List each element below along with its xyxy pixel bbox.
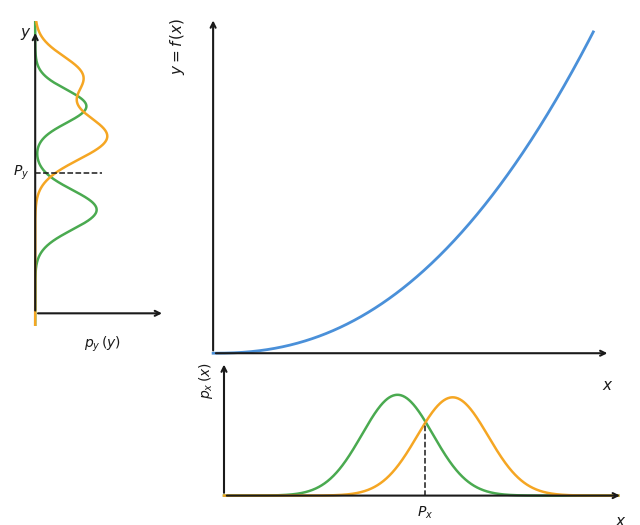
Text: $x$: $x$ (602, 378, 614, 393)
Text: $y$: $y$ (20, 26, 32, 41)
Text: $x$: $x$ (614, 514, 627, 525)
Text: $p_y\,(y)$: $p_y\,(y)$ (84, 334, 121, 354)
Text: $p_x\,(x)$: $p_x\,(x)$ (197, 362, 215, 399)
Text: $P_y$: $P_y$ (13, 164, 29, 182)
Text: $y = f\,(x)$: $y = f\,(x)$ (168, 17, 187, 75)
Text: $P_x$: $P_x$ (417, 505, 433, 521)
